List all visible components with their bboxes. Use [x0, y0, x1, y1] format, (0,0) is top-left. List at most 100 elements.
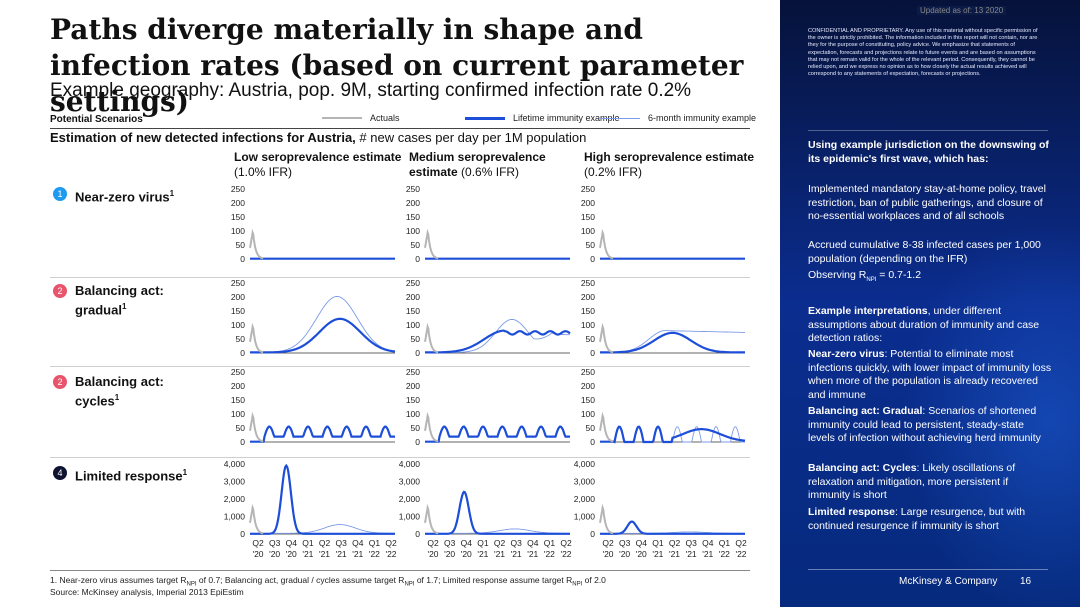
legend-actuals: Actuals: [322, 113, 400, 123]
x-tick-year-label: '22: [560, 549, 571, 559]
series-lifetime-line: [600, 331, 745, 354]
y-tick-label: 100: [231, 226, 245, 236]
y-tick-label: 200: [406, 292, 420, 302]
row-footnote-marker: 1: [114, 393, 120, 402]
x-tick-label: Q4: [636, 538, 648, 548]
row-badge-4: 4: [53, 466, 67, 480]
column-header-medium-bold2: estimate: [409, 165, 458, 179]
series-lifetime-line: [425, 425, 570, 443]
series-actuals-line: [599, 411, 614, 443]
x-tick-year-label: '20: [461, 549, 472, 559]
legend-lifetime-label: Lifetime immunity example: [513, 113, 620, 123]
side-interp-cycles: Balancing act: Cycles: Likely oscillatio…: [808, 462, 1053, 503]
series-actuals-line: [249, 411, 264, 443]
y-tick-label: 250: [406, 367, 420, 377]
y-tick-label: 0: [415, 437, 420, 447]
row-text-limited: Limited response1: [75, 465, 187, 484]
x-tick-label: Q4: [702, 538, 714, 548]
series-lifetime-line: [250, 317, 396, 354]
footnote-divider: [50, 570, 750, 571]
series-actuals-line: [249, 322, 264, 354]
row-divider: [50, 366, 750, 367]
y-tick-label: 100: [406, 226, 420, 236]
x-tick-label: Q3: [510, 538, 522, 548]
x-tick-label: Q3: [335, 538, 347, 548]
x-tick-year-label: '21: [319, 549, 330, 559]
y-tick-label: 250: [406, 278, 420, 288]
x-tick-year-label: '20: [602, 549, 613, 559]
y-tick-label: 200: [231, 292, 245, 302]
x-tick-label: Q3: [444, 538, 456, 548]
main-content: Paths diverge materially in shape and in…: [50, 13, 756, 597]
x-tick-label: Q3: [269, 538, 281, 548]
row-divider: [50, 457, 750, 458]
legend-actuals-label: Actuals: [370, 113, 400, 123]
page-subtitle: Example geography: Austria, pop. 9M, sta…: [50, 80, 692, 101]
x-tick-label: Q1: [652, 538, 664, 548]
x-tick-label: Q3: [619, 538, 631, 548]
y-tick-label: 1,000: [574, 512, 596, 522]
brand-name: McKinsey & Company: [899, 576, 998, 587]
x-tick-year-label: '21: [477, 549, 488, 559]
x-tick-year-label: '21: [527, 549, 538, 559]
y-tick-label: 250: [231, 184, 245, 194]
y-tick-label: 100: [406, 409, 420, 419]
x-tick-year-label: '22: [385, 549, 396, 559]
x-tick-year-label: '21: [669, 549, 680, 559]
series-actuals-line: [424, 503, 439, 535]
y-tick-label: 50: [411, 334, 421, 344]
side-point-3-part: = 0.7-1.2: [876, 269, 922, 281]
side-point-3-part: Observing R: [808, 269, 867, 281]
x-tick-year-label: '20: [636, 549, 647, 559]
x-tick-label: Q2: [669, 538, 681, 548]
y-tick-label: 0: [590, 254, 595, 264]
x-tick-label: Q4: [461, 538, 473, 548]
side-interp-cycles-bold: Balancing act: Cycles: [808, 462, 917, 474]
potential-scenarios-label: Potential Scenarios: [50, 114, 143, 125]
series-lifetime-line: [250, 463, 395, 535]
x-tick-year-label: '22: [369, 549, 380, 559]
y-tick-label: 100: [231, 409, 245, 419]
x-tick-year-label: '22: [735, 549, 746, 559]
y-tick-label: 100: [231, 320, 245, 330]
y-tick-label: 0: [240, 348, 245, 358]
footnote-1-part: of 2.0: [582, 575, 606, 585]
side-interp-gradual-bold: Balancing act: Gradual: [808, 405, 923, 417]
legend-actuals-swatch: [322, 117, 362, 119]
side-point-3: Observing RNPI = 0.7-1.2: [808, 269, 1053, 288]
update-stamp: Updated as of: 13 2020: [917, 6, 1007, 15]
side-panel: [780, 0, 1080, 607]
y-tick-label: 1,000: [399, 512, 421, 522]
y-tick-label: 200: [581, 381, 595, 391]
y-tick-label: 200: [231, 198, 245, 208]
row-label-near-zero: 1 Near-zero virus1: [53, 186, 174, 205]
y-tick-label: 0: [590, 437, 595, 447]
series-lifetime-line: [600, 425, 746, 444]
chart-grid: 250 200 150 100 50 0 250 200 150 100 50 0 250 200 150 1…: [224, 184, 747, 559]
page-number: 16: [1020, 576, 1032, 587]
confidential-notice: CONFIDENTIAL AND PROPRIETARY. Any use of…: [808, 28, 1038, 78]
y-tick-label: 3,000: [574, 477, 596, 487]
x-tick-year-label: '21: [352, 549, 363, 559]
x-tick-year-label: '21: [702, 549, 713, 559]
x-tick-label: Q2: [385, 538, 397, 548]
x-tick-label: Q2: [560, 538, 572, 548]
y-tick-label: 250: [581, 184, 595, 194]
footnote-1-sub: NPI: [186, 581, 197, 588]
column-header-medium: Medium seroprevalence estimate (0.6% IFR…: [409, 150, 546, 180]
row-badge-1: 1: [53, 187, 67, 201]
side-interp-gradual: Balancing act: Gradual: Scenarios of sho…: [808, 405, 1053, 446]
column-header-low: Low seroprevalence estimate (1.0% IFR): [234, 150, 401, 180]
footnote-1-part: 1. Near-zero virus assumes target R: [50, 575, 187, 585]
side-footer-divider: [808, 569, 1048, 570]
side-interp-bold: Example interpretations: [808, 305, 928, 317]
y-tick-label: 150: [406, 395, 420, 405]
side-point-2: Accrued cumulative 8-38 infected cases p…: [808, 239, 1041, 265]
x-tick-label: Q4: [352, 538, 364, 548]
y-tick-label: 0: [415, 529, 420, 539]
footnote-1-sub: NPI: [404, 581, 415, 588]
x-tick-year-label: '20: [269, 549, 280, 559]
series-six-month-line: [425, 528, 570, 534]
y-tick-label: 250: [581, 367, 595, 377]
y-tick-label: 150: [231, 306, 245, 316]
